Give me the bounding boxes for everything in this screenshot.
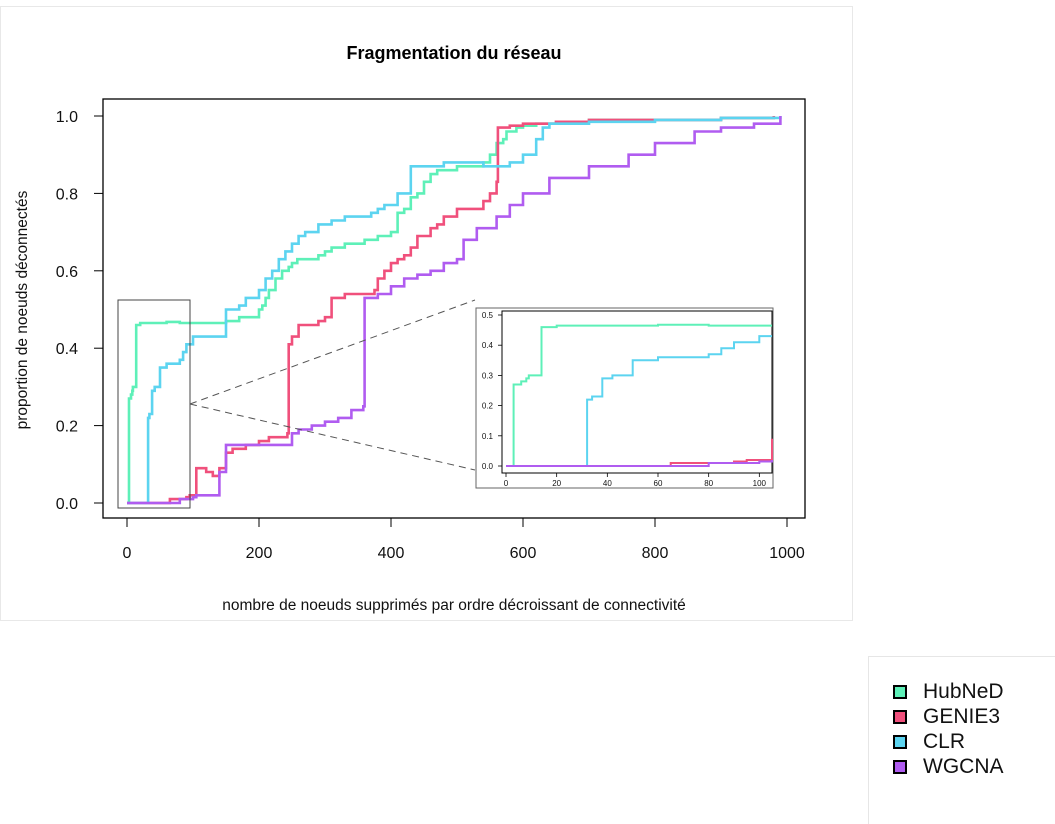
legend-swatch-hubned bbox=[893, 685, 907, 699]
y-tick-label: 0.2 bbox=[56, 419, 78, 436]
x-tick-label: 0 bbox=[123, 545, 132, 562]
inset-y-tick-label: 0.4 bbox=[482, 341, 494, 350]
x-tick-label: 800 bbox=[642, 545, 669, 562]
series-line-wgcna bbox=[127, 116, 782, 505]
legend-item-genie3: GENIE3 bbox=[893, 704, 1000, 730]
x-axis-label: nombre de noeuds supprimés par ordre déc… bbox=[222, 597, 686, 614]
series-line-hubned bbox=[127, 116, 776, 505]
x-tick-label: 600 bbox=[510, 545, 537, 562]
y-tick-label: 0.8 bbox=[56, 186, 78, 203]
inset-series-line-hubned bbox=[506, 323, 772, 467]
inset-plot-frame bbox=[501, 310, 773, 474]
x-tick-label: 400 bbox=[378, 545, 405, 562]
legend-label-wgcna: WGCNA bbox=[923, 755, 1004, 778]
zoom-connector-line bbox=[189, 403, 476, 471]
legend-label-clr: CLR bbox=[923, 730, 966, 753]
legend-swatch-genie3 bbox=[893, 710, 907, 724]
chart-title: Fragmentation du réseau bbox=[346, 43, 561, 63]
y-tick-label: 0.0 bbox=[56, 496, 78, 513]
inset-x-tick-label: 60 bbox=[654, 479, 663, 488]
legend: HubNeD GENIE3 CLR WGCNA bbox=[868, 656, 1055, 824]
legend-item-clr: CLR bbox=[893, 729, 965, 755]
inset-y-tick-label: 0.3 bbox=[482, 371, 494, 380]
y-tick-label: 0.6 bbox=[56, 264, 78, 281]
series-line-genie3 bbox=[127, 116, 776, 505]
x-tick-label: 200 bbox=[246, 545, 273, 562]
legend-swatch-clr bbox=[893, 735, 907, 749]
y-axis-label: proportion de noeuds déconnectés bbox=[14, 190, 31, 429]
x-tick-label: 1000 bbox=[769, 545, 805, 562]
inset-y-tick-label: 0.5 bbox=[482, 311, 494, 320]
inset-x-tick-label: 0 bbox=[504, 479, 509, 488]
y-tick-label: 1.0 bbox=[56, 109, 78, 126]
legend-item-wgcna: WGCNA bbox=[893, 754, 1004, 780]
inset-x-tick-label: 20 bbox=[552, 479, 561, 488]
inset-x-tick-label: 80 bbox=[704, 479, 713, 488]
series-line-clr bbox=[127, 116, 782, 505]
legend-label-hubned: HubNeD bbox=[923, 680, 1004, 703]
inset-frame bbox=[475, 307, 774, 489]
legend-swatch-wgcna bbox=[893, 760, 907, 774]
legend-label-genie3: GENIE3 bbox=[923, 705, 1001, 728]
inset-y-tick-label: 0.1 bbox=[482, 432, 494, 441]
inset-x-tick-label: 100 bbox=[753, 479, 767, 488]
zoom-connector-line bbox=[189, 299, 476, 405]
y-tick-label: 0.4 bbox=[56, 341, 78, 358]
legend-item-hubned: HubNeD bbox=[893, 679, 1004, 705]
inset-series-line-clr bbox=[506, 335, 772, 467]
inset-x-tick-label: 40 bbox=[603, 479, 612, 488]
inset-y-tick-label: 0.0 bbox=[482, 462, 494, 471]
inset-y-tick-label: 0.2 bbox=[482, 402, 494, 411]
inset-series-line-wgcna bbox=[506, 460, 773, 467]
